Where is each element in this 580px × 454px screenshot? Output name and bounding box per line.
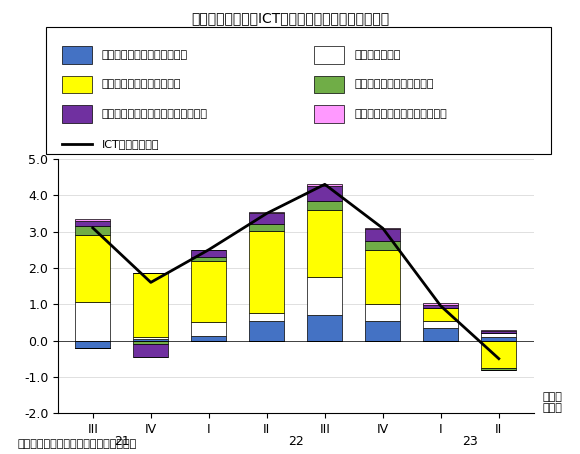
Bar [365, 241, 400, 250]
ICT関連・寄与度 [263, 211, 270, 216]
Bar [75, 340, 110, 348]
ICT関連・寄与度 [89, 225, 96, 231]
Bar [249, 312, 284, 321]
Bar [481, 333, 516, 337]
Text: （期）: （期） [542, 392, 562, 402]
Bar [307, 315, 342, 340]
Bar [75, 235, 110, 302]
Bar [365, 228, 400, 229]
ICT関連・寄与度 [147, 280, 154, 285]
Bar [423, 321, 458, 328]
Text: （出所）財務省「貿易統計」から作成。: （出所）財務省「貿易統計」から作成。 [17, 439, 137, 449]
Bar [249, 321, 284, 340]
Bar [75, 219, 110, 221]
Bar [481, 331, 516, 333]
Text: 半導体等電子部品・寄与度: 半導体等電子部品・寄与度 [102, 79, 182, 89]
Bar [365, 304, 400, 321]
Text: 21: 21 [114, 435, 130, 448]
Bar [423, 305, 458, 308]
Bar [249, 223, 284, 231]
Bar [365, 250, 400, 304]
Bar [314, 105, 344, 123]
Bar [133, 273, 168, 337]
ICT関連・寄与度 [379, 226, 386, 231]
Text: （年）: （年） [542, 403, 562, 413]
Bar [314, 46, 344, 64]
Text: 輸入総額に占めるICT関連輸入（品目別）の寄与度: 輸入総額に占めるICT関連輸入（品目別）の寄与度 [191, 11, 389, 25]
Bar [423, 308, 458, 321]
Text: 23: 23 [462, 435, 478, 448]
Bar [191, 250, 226, 257]
Bar [249, 231, 284, 312]
Text: (%): (%) [64, 140, 86, 153]
Bar [481, 330, 516, 331]
Bar [249, 212, 284, 213]
Bar [481, 340, 516, 368]
Text: 22: 22 [288, 435, 304, 448]
Bar [133, 344, 168, 357]
Bar [365, 321, 400, 340]
Bar [133, 339, 168, 340]
Bar [75, 302, 110, 340]
Text: 音響・映像機器（含部品）・寄与度: 音響・映像機器（含部品）・寄与度 [102, 109, 208, 118]
Bar [75, 221, 110, 226]
Bar [314, 75, 344, 94]
Line: ICT関連・寄与度: ICT関連・寄与度 [93, 184, 499, 359]
Bar [365, 229, 400, 241]
Bar [61, 75, 92, 94]
Bar [133, 337, 168, 339]
Bar [61, 105, 92, 123]
Text: 通信機・寄与度: 通信機・寄与度 [354, 50, 401, 60]
Bar [191, 322, 226, 336]
ICT関連・寄与度 [205, 247, 212, 252]
Bar [191, 261, 226, 322]
Text: 半導体等製造装置・寄与度: 半導体等製造装置・寄与度 [354, 79, 434, 89]
Text: ICT関連・寄与度: ICT関連・寄与度 [102, 139, 160, 149]
ICT関連・寄与度 [321, 182, 328, 187]
Bar [481, 368, 516, 370]
Bar [75, 226, 110, 235]
ICT関連・寄与度 [495, 356, 502, 361]
ICT関連・寄与度 [437, 303, 444, 309]
Bar [191, 336, 226, 340]
Bar [423, 328, 458, 340]
Bar [307, 210, 342, 277]
Bar [307, 201, 342, 210]
Bar [191, 257, 226, 261]
Bar [133, 340, 168, 344]
Bar [307, 184, 342, 186]
Text: 電算機類（含部品）・寄与度: 電算機類（含部品）・寄与度 [102, 50, 188, 60]
Bar [307, 186, 342, 201]
Text: 記録媒体（含記録済）・寄与度: 記録媒体（含記録済）・寄与度 [354, 109, 447, 118]
Bar [61, 46, 92, 64]
Bar [249, 213, 284, 223]
Bar [307, 277, 342, 315]
Bar [423, 303, 458, 305]
Bar [481, 337, 516, 340]
